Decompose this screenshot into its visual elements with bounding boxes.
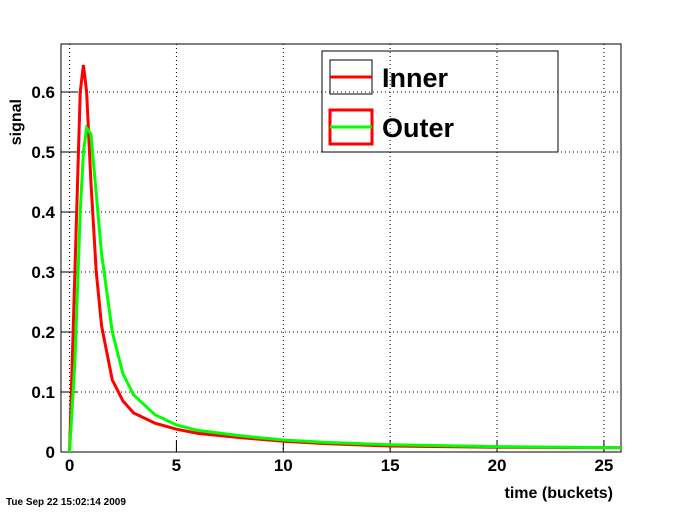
- legend-box: [321, 50, 559, 153]
- y-tick-label: 0.3: [31, 263, 55, 282]
- series-line: [68, 124, 622, 453]
- y-tick-label: 0.5: [31, 143, 55, 162]
- x-tick-label: 10: [274, 456, 293, 475]
- y-tick-label: 0.6: [31, 83, 55, 102]
- timestamp: Tue Sep 22 15:02:14 2009: [6, 497, 126, 508]
- x-tick-label: 5: [172, 456, 181, 475]
- y-axis-label: signal: [8, 99, 25, 145]
- x-axis-label: time (buckets): [505, 485, 613, 502]
- x-tick-label: 20: [488, 456, 507, 475]
- legend-label: Outer: [382, 113, 455, 143]
- x-tick-label: 0: [65, 456, 74, 475]
- y-tick-label: 0.2: [31, 323, 55, 342]
- x-tick-label: 15: [381, 456, 400, 475]
- y-tick-label: 0.1: [31, 383, 55, 402]
- y-tick-label: 0.4: [31, 203, 55, 222]
- x-tick-label: 25: [594, 456, 613, 475]
- y-tick-label: 0: [46, 443, 55, 462]
- legend: Inner Outer: [321, 50, 559, 153]
- legend-label: Inner: [382, 63, 449, 93]
